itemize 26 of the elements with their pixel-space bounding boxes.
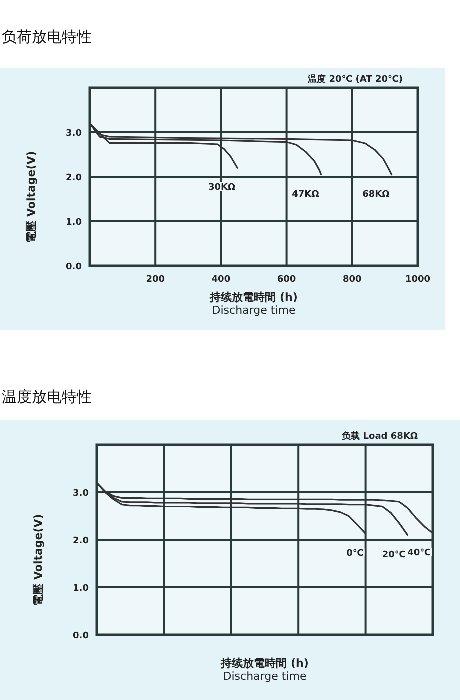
y-tick-label: 3.0 [73,489,89,499]
x-axis-title: 持续放電時間 (h) Discharge time [220,657,309,683]
x-tick-label: 200 [146,275,165,285]
series-label: 0℃ [346,548,364,559]
y-tick-label: 0.0 [66,262,82,272]
text: 负载 Load 68KΩ [341,431,418,442]
series-label: 40℃ [408,548,432,558]
y-tick-label: 1.0 [73,584,89,594]
series-label: 47KΩ [292,190,320,200]
y-tick-label: 1.0 [66,218,82,228]
y-tick-label: 2.0 [66,174,82,184]
x-tick-label: 1000 [405,275,431,285]
chart-title: 温度放电特性 [2,388,92,406]
x-tick-label: 400 [212,275,231,285]
y-axis-title: 電壓 Voltage(V) [25,151,38,243]
series-label: 68KΩ [362,190,390,200]
y-tick-label: 3.0 [66,129,82,139]
series-label: 20℃ [382,550,406,560]
chart-title: 负荷放电特性 [2,28,92,46]
y-tick-label: 0.0 [73,632,89,642]
x-axis-title: 持续放電時間 (h) Discharge time [209,291,298,317]
x-tick-label: 800 [343,275,362,285]
y-tick-label: 2.0 [73,536,89,546]
x-tick-label: 600 [277,275,296,285]
y-axis-title: 電壓 Voltage(V) [32,514,45,606]
text: 温度 20℃ (AT 20℃) [307,74,403,85]
